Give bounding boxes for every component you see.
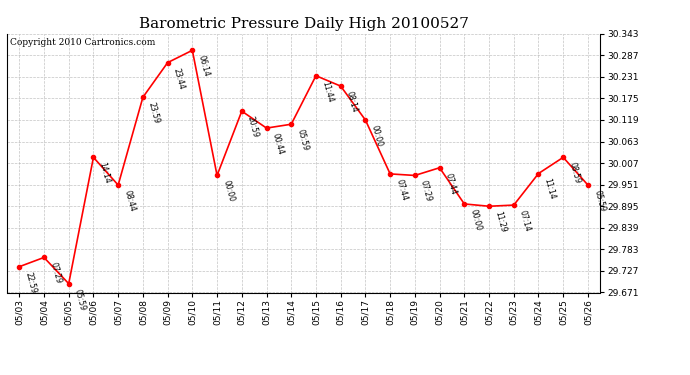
Text: 05:59: 05:59 (592, 189, 607, 213)
Title: Barometric Pressure Daily High 20100527: Barometric Pressure Daily High 20100527 (139, 17, 469, 31)
Text: 07:14: 07:14 (518, 209, 532, 233)
Text: 08:14: 08:14 (345, 90, 359, 114)
Text: 07:44: 07:44 (394, 178, 408, 202)
Text: 11:14: 11:14 (542, 178, 557, 201)
Text: 06:14: 06:14 (197, 54, 211, 78)
Text: 08:59: 08:59 (567, 162, 582, 185)
Text: 00:00: 00:00 (221, 180, 235, 203)
Text: 05:59: 05:59 (73, 288, 87, 311)
Text: 08:44: 08:44 (122, 189, 137, 213)
Text: 07:29: 07:29 (419, 180, 433, 203)
Text: 07:44: 07:44 (444, 172, 458, 195)
Text: 00:44: 00:44 (270, 132, 285, 156)
Text: 23:59: 23:59 (147, 102, 161, 125)
Text: 00:00: 00:00 (469, 208, 483, 232)
Text: 07:29: 07:29 (48, 262, 63, 285)
Text: 23:44: 23:44 (172, 67, 186, 90)
Text: 00:00: 00:00 (370, 124, 384, 148)
Text: 11:44: 11:44 (320, 80, 335, 103)
Text: 11:29: 11:29 (493, 210, 507, 234)
Text: 14:14: 14:14 (97, 162, 112, 185)
Text: 20:59: 20:59 (246, 115, 260, 139)
Text: Copyright 2010 Cartronics.com: Copyright 2010 Cartronics.com (10, 38, 155, 46)
Text: 22:59: 22:59 (23, 271, 38, 294)
Text: 05:59: 05:59 (295, 128, 310, 152)
